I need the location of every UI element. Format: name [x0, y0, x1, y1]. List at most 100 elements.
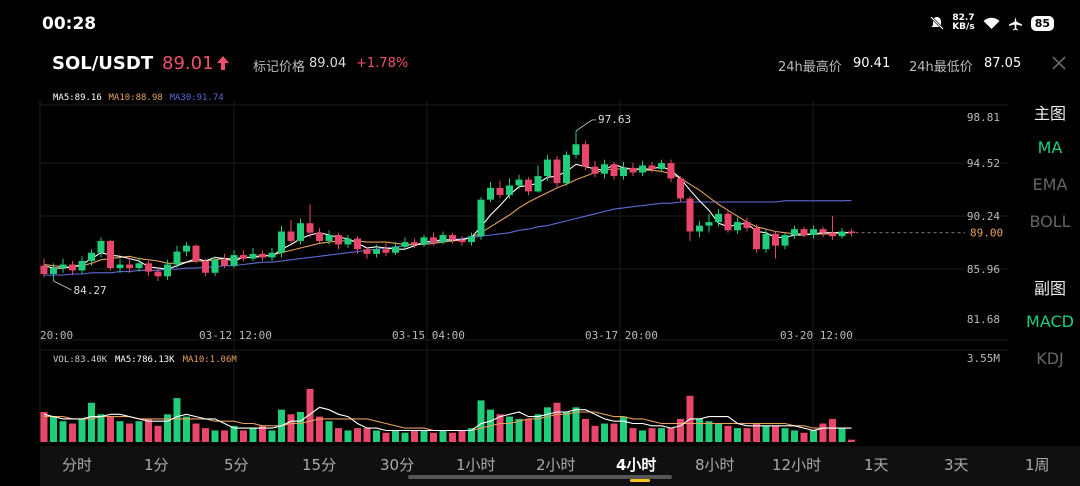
- vol-legend: VOL:83.40K: [53, 355, 108, 365]
- volume-bar: [221, 430, 228, 442]
- close-icon[interactable]: [1050, 54, 1068, 72]
- volume-bar: [211, 430, 219, 442]
- candle-body: [810, 229, 817, 236]
- tab-3[interactable]: 5分: [224, 456, 249, 474]
- indicator-ma[interactable]: MA: [1037, 138, 1063, 157]
- volume-bar: [430, 432, 437, 442]
- candle-body: [449, 235, 456, 240]
- candle-body: [686, 198, 694, 232]
- candle-body: [40, 265, 48, 274]
- candle-body: [268, 252, 276, 258]
- candle-body: [164, 264, 171, 277]
- candle-body: [382, 249, 390, 253]
- candle-body: [240, 255, 247, 259]
- candle-body: [373, 249, 380, 254]
- network-speed-unit: KB/s: [952, 22, 975, 32]
- high-24h-label: 24h最高价: [778, 60, 842, 75]
- volume-bar: [506, 416, 513, 442]
- candle-body: [145, 263, 152, 272]
- tab-1[interactable]: 分时: [62, 456, 93, 474]
- battery-icon: 85: [1030, 15, 1054, 31]
- candle-body: [335, 235, 342, 245]
- main-indicator-title: 主图: [1033, 104, 1066, 123]
- volume-bar: [753, 423, 760, 442]
- candle-body: [249, 253, 257, 259]
- volume-bar: [544, 407, 551, 442]
- kline-chart[interactable]: 89.00 97.63 84.27 MA5:89.16 MA10:88.98 MA30:9…: [0, 0, 1010, 446]
- candle-body: [392, 246, 399, 253]
- volume-bar: [202, 428, 209, 442]
- volume-bar: [563, 411, 570, 442]
- candle-body: [401, 242, 409, 247]
- candle-body: [458, 239, 466, 243]
- indicator-macd[interactable]: MACD: [1026, 312, 1074, 331]
- candle-body: [582, 144, 589, 167]
- tab-7[interactable]: 2小时: [536, 456, 576, 474]
- candle-body: [420, 237, 428, 245]
- candle-body: [696, 225, 703, 232]
- candle-body: [439, 235, 447, 243]
- indicator-boll[interactable]: BOLL: [1029, 212, 1071, 231]
- candle-body: [506, 185, 513, 195]
- tab-8[interactable]: 4小时: [616, 456, 657, 474]
- tab-11[interactable]: 1天: [864, 456, 889, 474]
- candle-body: [107, 240, 114, 269]
- volume-bar: [734, 428, 741, 442]
- volume-bar: [192, 423, 200, 442]
- volume-bar: [496, 414, 504, 442]
- indicator-ema[interactable]: EMA: [1032, 175, 1068, 194]
- volume-bar: [591, 425, 599, 442]
- volume-bar: [287, 414, 295, 442]
- volume-bar: [164, 414, 171, 442]
- tab-12[interactable]: 3天: [944, 456, 969, 474]
- indicator-kdj[interactable]: KDJ: [1036, 349, 1064, 368]
- candle-body: [430, 237, 437, 243]
- volume-bar: [620, 416, 627, 442]
- candle-body: [591, 166, 599, 174]
- candle-body: [468, 236, 475, 243]
- candle-body: [259, 253, 266, 258]
- candle-body: [648, 165, 656, 170]
- candle-body: [411, 242, 418, 245]
- vol-ma10-legend: MA10:1.06M: [183, 355, 238, 365]
- airplane-icon: [1008, 16, 1022, 31]
- volume-bar: [173, 398, 181, 442]
- volume-bar: [40, 411, 48, 442]
- y-tick-label: 90.24: [967, 210, 1000, 223]
- y-tick-label: 85.96: [967, 263, 1000, 276]
- candle-body: [743, 222, 751, 228]
- candle-body: [287, 231, 295, 241]
- mute-bell-icon: [930, 16, 945, 30]
- candle-body: [221, 259, 228, 266]
- volume-bar: [335, 428, 342, 442]
- volume-bars: [40, 388, 855, 442]
- tab-10[interactable]: 12小时: [772, 456, 822, 474]
- volume-bar: [382, 432, 390, 442]
- mark-price-value: 89.04: [309, 56, 347, 71]
- tab-13[interactable]: 1周: [1025, 456, 1050, 474]
- tab-6[interactable]: 1小时: [456, 456, 496, 474]
- tab-4[interactable]: 15分: [302, 456, 337, 474]
- volume-bar: [724, 425, 732, 442]
- candle-body: [572, 144, 580, 155]
- x-tick-label: 03-17 20:00: [585, 329, 658, 342]
- tab-9[interactable]: 8小时: [695, 456, 735, 474]
- volume-bar: [553, 402, 561, 442]
- volume-bar: [582, 418, 589, 442]
- volume-bar: [667, 428, 675, 442]
- volume-bar: [696, 418, 703, 442]
- last-price: 89.01: [162, 53, 214, 74]
- trading-pair[interactable]: SOL/USDT: [52, 53, 154, 74]
- volume-bar: [183, 416, 190, 442]
- tab-5[interactable]: 30分: [380, 456, 415, 474]
- max-price-label: 97.63: [598, 113, 631, 126]
- volume-bar: [50, 416, 57, 442]
- volume-bar: [306, 388, 314, 442]
- wifi-icon: [983, 17, 1000, 29]
- volume-bar: [297, 411, 304, 442]
- tab-2[interactable]: 1分: [144, 456, 169, 474]
- candle-body: [772, 233, 779, 246]
- candle-body: [78, 260, 86, 271]
- candle-body: [126, 264, 133, 269]
- candle-body: [477, 199, 485, 237]
